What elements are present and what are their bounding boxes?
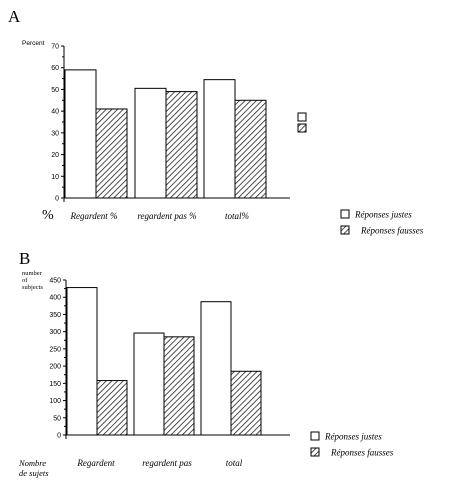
y-tick-label: 450	[49, 278, 61, 285]
corner-label: %	[42, 208, 54, 223]
y-tick-label: 350	[49, 312, 61, 319]
bar-fausses-2	[234, 99, 267, 199]
y-tick-label: 50	[51, 87, 59, 94]
y-tick-label: 0	[55, 196, 59, 203]
y-tick-label: 60	[51, 65, 59, 72]
y-tick-label: 0	[57, 433, 61, 440]
y-tick-label: 20	[51, 152, 59, 159]
legend-label: Réponses justes	[324, 432, 382, 442]
bar-justes-0	[66, 287, 98, 436]
y-tick-label: 400	[49, 295, 61, 302]
bar-justes-2	[200, 301, 232, 436]
y-axis-label-line: of	[22, 277, 28, 284]
panel-label: B	[19, 249, 30, 268]
category-label: total	[226, 458, 243, 468]
bar-fausses-2	[230, 370, 262, 436]
category-label: regardent pas	[142, 458, 192, 468]
bar-justes-2	[203, 79, 236, 199]
legend-swatch-fausses	[310, 447, 320, 457]
y-tick-label: 300	[49, 329, 61, 336]
y-tick-label: 150	[49, 381, 61, 388]
y-tick-label: 200	[49, 364, 61, 371]
legend: Réponses justes Réponses fausses	[310, 431, 394, 458]
stray-box-open	[297, 112, 307, 122]
legend-label: Réponses fausses	[360, 226, 424, 236]
y-tick-label: 70	[51, 44, 59, 51]
y-tick-label: 10	[51, 174, 59, 181]
legend-swatch-justes	[310, 431, 320, 441]
category-label: regardent pas %	[137, 211, 196, 221]
y-tick-label: 40	[51, 109, 59, 116]
bar-fausses-0	[96, 380, 128, 436]
category-label: total%	[225, 211, 249, 221]
legend-label: Réponses fausses	[330, 448, 394, 458]
category-label: Regardent %	[70, 211, 118, 221]
bar-justes-1	[134, 87, 167, 199]
stray-legend-boxes	[297, 112, 307, 133]
y-axis-label-line: subjects	[22, 284, 43, 291]
panel-label: A	[8, 7, 21, 26]
bar-fausses-1	[165, 91, 198, 199]
y-tick-label: 100	[49, 398, 61, 405]
legend-swatch-justes	[340, 209, 350, 219]
y-tick-label: 50	[53, 415, 61, 422]
bar-justes-0	[64, 69, 97, 199]
bar-fausses-1	[163, 336, 195, 436]
legend-swatch-fausses	[340, 225, 350, 235]
corner-label-line: Nombre	[18, 458, 46, 468]
legend-label: Réponses justes	[354, 210, 412, 220]
stray-box-hatched	[297, 123, 307, 133]
corner-label-line: de sujets	[19, 468, 49, 478]
legend: Réponses justes Réponses fausses	[340, 209, 424, 236]
bar-fausses-0	[95, 108, 128, 199]
y-axis-label: Percent	[22, 40, 45, 47]
chart-panel-a: A Percent%0 10 20 30 40 50 60 70 Regardent % regar…	[8, 7, 424, 236]
y-tick-label: 30	[51, 130, 59, 137]
y-tick-label: 250	[49, 346, 61, 353]
bar-justes-1	[133, 332, 165, 436]
y-axis-label-line: number	[22, 270, 43, 277]
category-label: Regardent	[76, 458, 115, 468]
